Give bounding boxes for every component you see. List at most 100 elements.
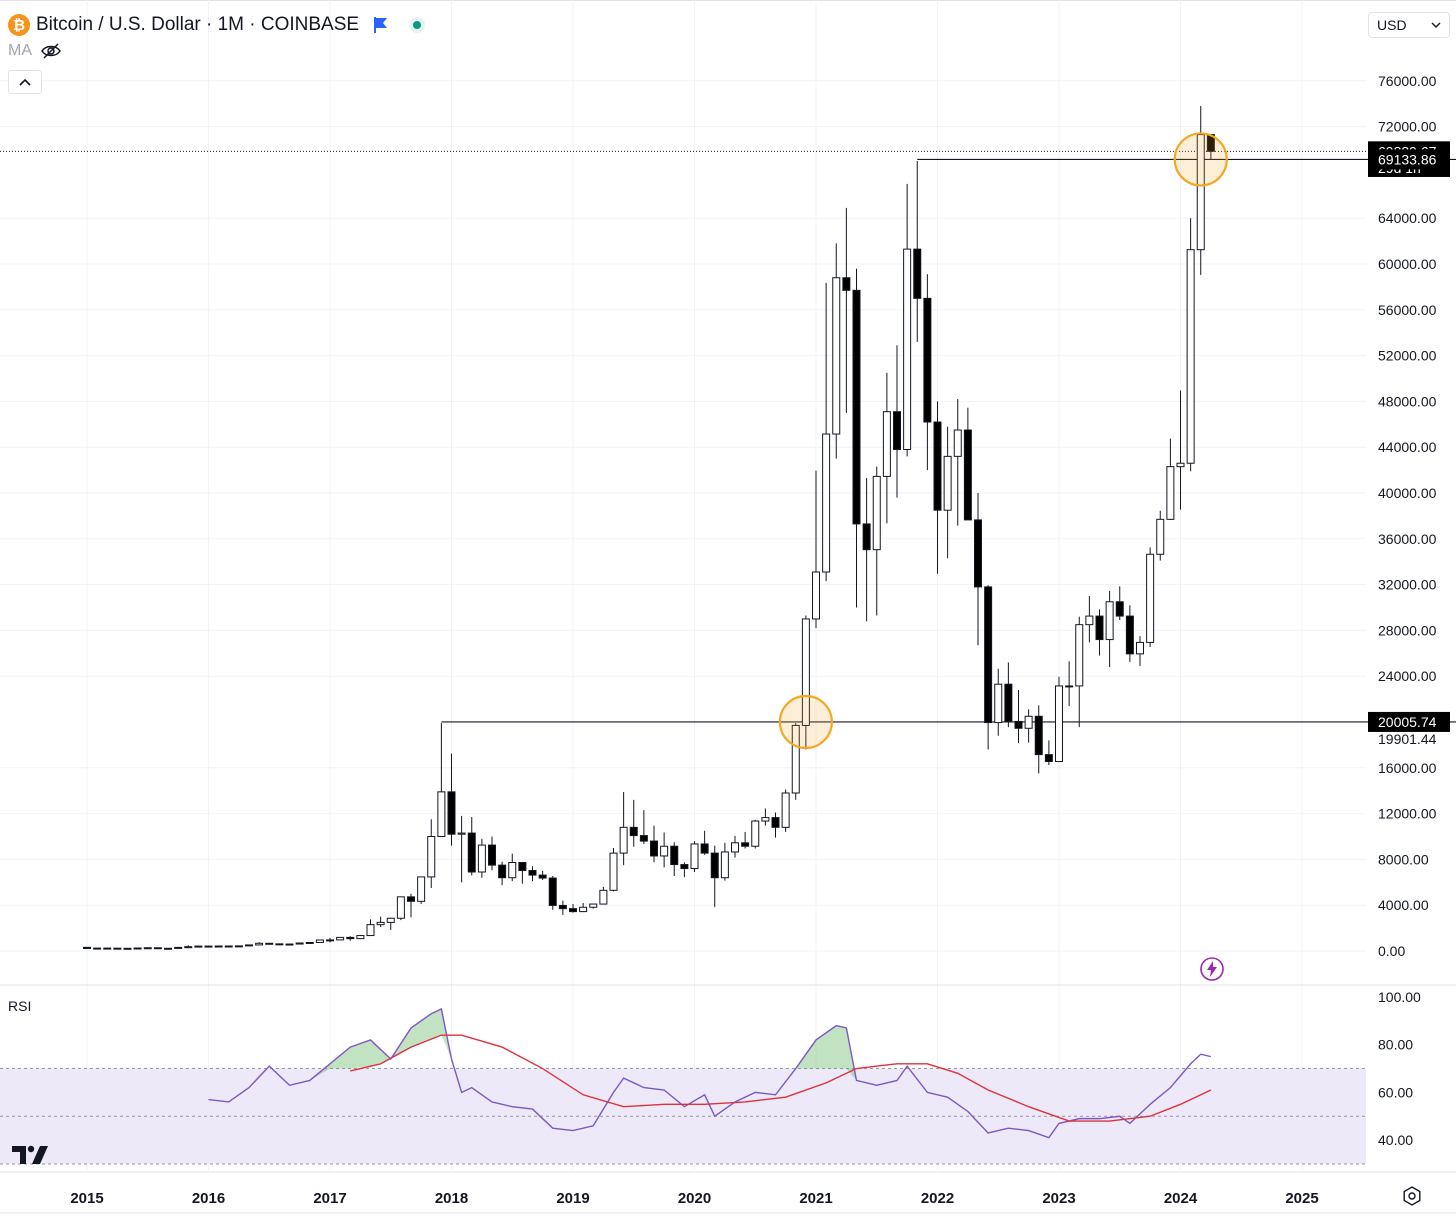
x-tick-label: 2016 [192,1190,225,1207]
highlight-circle [778,694,833,750]
candle-body [143,947,152,950]
price-label-box [1368,149,1450,170]
x-tick-label: 2018 [435,1190,468,1207]
candle-body [184,946,193,949]
candle-body [1146,553,1155,643]
candle-body [832,277,841,435]
candle-body [437,791,446,837]
highlight-circle [1173,132,1228,187]
rsi-overbought-fill [795,1025,857,1081]
ma-indicator-label[interactable]: MA [8,42,32,59]
bitcoin-icon: ₿ [8,14,30,36]
candle-body [761,817,770,822]
candle-body [255,942,264,946]
candle-body [1156,518,1165,555]
candle-body [650,840,658,857]
horizontal-levels [0,150,1456,723]
gear-icon[interactable] [1402,1186,1422,1206]
bolt-icon[interactable] [1200,957,1224,981]
rsi-tick-label: 80.00 [1378,1037,1413,1053]
rsi-label[interactable]: RSI [8,998,32,1014]
candle-body [974,519,982,588]
candle-body [346,936,355,940]
y-tick-label: 48000.00 [1378,393,1437,409]
collapse-legend-button[interactable] [8,70,42,94]
y-tick-label: 76000.00 [1378,73,1437,89]
candle-body [812,571,820,620]
candle-body [1024,715,1033,729]
rsi-tick-label: 100.00 [1378,989,1421,1005]
candle-body [93,947,102,950]
rsi-pane [0,1007,1366,1165]
y-tick-label: 12000.00 [1378,806,1437,822]
candle-body [214,945,223,948]
price-label: 19901.44 [1378,731,1437,747]
rsi-overbought-fill [309,1008,452,1081]
candle-body [923,297,932,423]
x-tick-label: 2019 [556,1190,589,1207]
x-tick-label: 2015 [70,1190,103,1207]
y-tick-label: 24000.00 [1378,668,1437,684]
y-tick-label: 56000.00 [1378,302,1437,318]
candle-body [589,903,598,908]
candle-body [903,248,912,450]
rsi-ma-line [350,1034,1212,1122]
axes: 2015 2016 2017 2018 2019 2020 2021 2022 2023 2024… [0,73,1456,1214]
chevron-down-icon [1431,22,1441,28]
candle-body [1136,641,1144,655]
y-tick-label: 64000.00 [1378,210,1437,226]
candle-body [194,945,203,948]
candle-body [984,586,993,724]
y-tick-label: 52000.00 [1378,348,1437,364]
candle-body [994,683,1003,724]
candle-body [893,411,901,450]
tradingview-logo[interactable] [10,1138,50,1168]
candle-body [366,924,375,937]
rsi-tick-label: 40.00 [1378,1132,1413,1148]
candle-body [417,876,426,902]
candle-body [781,792,790,828]
candle-body [700,843,709,854]
x-tick-label: 2025 [1285,1190,1318,1207]
candle-body [336,936,345,941]
candle-body [872,475,881,551]
candle-body [153,947,162,950]
candle-body [275,943,284,946]
flag-icon[interactable] [373,16,389,34]
candle-body [953,429,962,457]
candle-body [822,433,831,573]
symbol-title[interactable]: Bitcoin / U.S. Dollar · 1M · COINBASE [36,14,360,35]
x-tick-label: 2017 [313,1190,346,1207]
candle-body [660,845,669,857]
y-tick-label: 0.00 [1378,943,1405,959]
candle-body [224,945,233,948]
candle-body [801,618,810,726]
candle-body [639,835,648,842]
candle-body [852,289,861,525]
candle-body [1014,720,1023,729]
candle-body [488,844,496,866]
price-label: 69133.86 [1378,151,1437,167]
chevron-up-icon [19,78,31,86]
candle-body [498,864,507,879]
candle-body [842,277,851,291]
candle-body [457,832,466,835]
candle-body [1065,685,1074,688]
x-tick-label: 2021 [799,1190,832,1207]
candle-body [690,843,699,870]
candle-body [963,429,972,521]
candle-body [386,917,395,923]
rsi-line [208,1007,1212,1139]
x-tick-label: 2024 [1164,1190,1198,1207]
y-tick-label: 16000.00 [1378,760,1437,776]
currency-select[interactable]: USD [1368,12,1450,38]
y-tick-label: 8000.00 [1378,851,1429,867]
x-tick-label: 2020 [678,1190,711,1207]
candle-body [751,820,760,847]
eye-off-icon[interactable] [40,43,62,59]
candle-body [569,908,577,913]
candle-body [1105,601,1114,641]
candle-body [710,852,719,879]
candle-body [508,861,517,879]
